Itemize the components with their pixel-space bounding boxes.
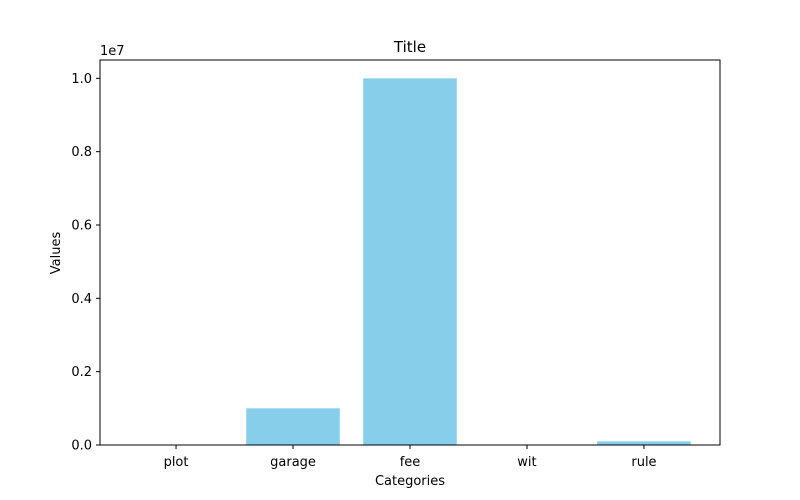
x-axis-ticks: plot garage fee wit rule <box>164 445 657 470</box>
y-tick-label: 0.2 <box>71 365 92 380</box>
x-tick-label: garage <box>270 455 316 470</box>
y-tick-label: 0.4 <box>71 292 92 307</box>
y-tick-label: 0.6 <box>71 219 92 234</box>
chart-title: Title <box>393 38 426 56</box>
x-axis-label: Categories <box>375 474 445 489</box>
x-tick-label: plot <box>164 455 189 470</box>
y-tick-label: 0.0 <box>71 439 92 454</box>
x-tick-label: rule <box>631 455 656 470</box>
x-tick-label: wit <box>517 455 536 470</box>
bars-layer <box>246 78 691 445</box>
y-tick-label: 0.8 <box>71 145 92 160</box>
y-axis-label: Values <box>49 232 64 275</box>
y-axis-ticks: 0.0 0.2 0.4 0.6 0.8 1.0 <box>71 72 100 454</box>
bar-rule <box>597 441 691 445</box>
y-tick-label: 1.0 <box>71 72 92 87</box>
bar-fee <box>363 78 457 445</box>
y-axis-scale-multiplier: 1e7 <box>100 44 125 59</box>
x-tick-label: fee <box>400 455 421 470</box>
bar-garage <box>246 408 340 445</box>
